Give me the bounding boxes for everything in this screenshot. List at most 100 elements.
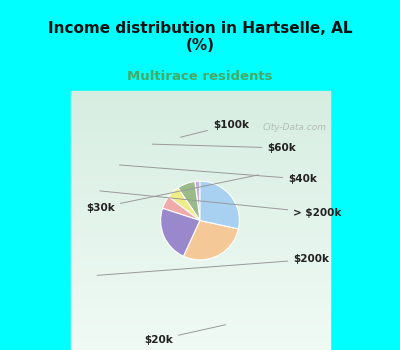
Bar xyxy=(70,122,330,125)
Bar xyxy=(70,246,330,249)
Bar xyxy=(70,208,330,210)
Bar xyxy=(70,166,330,169)
Bar xyxy=(70,93,330,96)
Bar xyxy=(70,306,330,309)
Bar xyxy=(70,150,330,153)
Text: $100k: $100k xyxy=(181,120,249,137)
Bar xyxy=(70,257,330,259)
Bar xyxy=(70,117,330,119)
Bar xyxy=(70,119,330,122)
Bar xyxy=(70,145,330,148)
Bar xyxy=(70,161,330,163)
Bar xyxy=(70,293,330,296)
Bar xyxy=(70,340,330,342)
Bar xyxy=(70,290,330,293)
Bar xyxy=(70,187,330,189)
Bar xyxy=(70,262,330,265)
Bar xyxy=(70,275,330,278)
Bar xyxy=(70,205,330,208)
Bar xyxy=(70,156,330,158)
Wedge shape xyxy=(161,208,200,256)
Bar xyxy=(70,228,330,231)
Text: $20k: $20k xyxy=(144,325,226,345)
Bar xyxy=(70,99,330,101)
Bar xyxy=(70,114,330,117)
Bar xyxy=(70,298,330,301)
Bar xyxy=(70,236,330,239)
Bar xyxy=(70,135,330,138)
Bar xyxy=(70,322,330,324)
Bar xyxy=(70,163,330,166)
Bar xyxy=(70,200,330,202)
Bar xyxy=(70,288,330,290)
Bar xyxy=(70,171,330,174)
Bar xyxy=(70,233,330,236)
Bar xyxy=(70,309,330,311)
Bar xyxy=(70,148,330,150)
Bar xyxy=(70,342,330,345)
Wedge shape xyxy=(162,197,200,220)
Bar xyxy=(70,169,330,171)
Bar xyxy=(70,285,330,288)
Bar xyxy=(70,210,330,213)
Bar xyxy=(70,254,330,257)
Bar xyxy=(70,241,330,244)
Wedge shape xyxy=(168,188,200,220)
Bar xyxy=(70,329,330,332)
Bar xyxy=(70,239,330,241)
Bar xyxy=(70,153,330,156)
Bar xyxy=(70,140,330,143)
Bar xyxy=(70,213,330,215)
Bar xyxy=(70,345,330,348)
Bar xyxy=(70,316,330,319)
Bar xyxy=(70,249,330,252)
Bar xyxy=(70,337,330,340)
Bar xyxy=(70,202,330,205)
Bar xyxy=(70,182,330,184)
Bar xyxy=(70,138,330,140)
Bar xyxy=(70,252,330,254)
Text: $60k: $60k xyxy=(152,143,296,153)
Bar xyxy=(70,226,330,228)
Bar xyxy=(70,215,330,218)
Text: City-Data.com: City-Data.com xyxy=(262,123,326,132)
Bar xyxy=(70,102,330,104)
Text: $40k: $40k xyxy=(119,165,317,184)
Bar xyxy=(70,265,330,267)
Bar xyxy=(70,218,330,220)
Bar xyxy=(70,311,330,314)
Bar xyxy=(70,176,330,179)
Bar xyxy=(70,244,330,246)
Bar xyxy=(70,91,330,93)
Bar xyxy=(70,96,330,99)
Bar xyxy=(70,301,330,303)
Bar xyxy=(70,132,330,135)
Bar xyxy=(70,324,330,327)
Bar xyxy=(70,223,330,226)
Bar xyxy=(70,283,330,285)
Bar xyxy=(70,192,330,195)
Bar xyxy=(70,348,330,350)
Bar xyxy=(70,195,330,197)
Text: $30k: $30k xyxy=(86,175,258,212)
Text: $200k: $200k xyxy=(97,254,329,275)
Bar xyxy=(70,174,330,176)
Text: Income distribution in Hartselle, AL
(%): Income distribution in Hartselle, AL (%) xyxy=(48,21,352,53)
Bar xyxy=(70,109,330,112)
Bar xyxy=(70,130,330,132)
Bar xyxy=(70,327,330,329)
Bar xyxy=(70,319,330,322)
Bar xyxy=(70,231,330,233)
Bar xyxy=(70,189,330,192)
Bar xyxy=(70,280,330,283)
Bar xyxy=(70,106,330,109)
Bar xyxy=(70,303,330,306)
Bar xyxy=(70,314,330,316)
Wedge shape xyxy=(178,182,200,220)
Text: Multirace residents: Multirace residents xyxy=(127,70,273,83)
Bar xyxy=(70,127,330,130)
Bar xyxy=(70,179,330,182)
Bar xyxy=(70,272,330,275)
Bar xyxy=(70,143,330,145)
Bar xyxy=(70,278,330,280)
